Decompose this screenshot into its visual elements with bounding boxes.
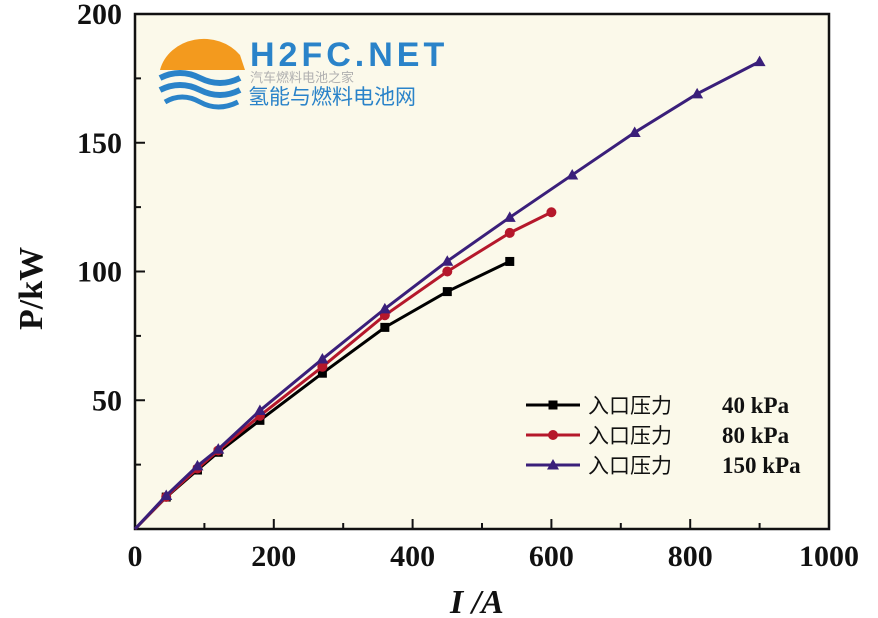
data-point bbox=[548, 400, 558, 410]
legend: 入口压力 40 kPa 入口压力 80 kPa 入口压力 150 kPa bbox=[526, 393, 801, 478]
y-tick-label: 100 bbox=[77, 256, 122, 289]
x-tick-label: 800 bbox=[668, 540, 713, 573]
data-point bbox=[547, 459, 559, 470]
data-point bbox=[441, 255, 454, 266]
watermark-subtitle: 汽车燃料电池之家 bbox=[250, 70, 354, 86]
data-point bbox=[546, 207, 557, 218]
data-point bbox=[504, 227, 515, 238]
data-point bbox=[317, 368, 327, 378]
y-axis-label: P/kW bbox=[13, 247, 50, 330]
data-point bbox=[566, 168, 579, 180]
legend-label-value: 150 kPa bbox=[722, 453, 801, 478]
data-point bbox=[317, 361, 328, 372]
y-tick-label: 200 bbox=[77, 0, 122, 31]
x-axis-label: I /A bbox=[449, 584, 504, 618]
data-point bbox=[548, 430, 558, 440]
watermark-logo: H2FC.NET 汽车燃料电池之家 氢能与燃料电池网 bbox=[158, 36, 448, 110]
data-point bbox=[503, 211, 516, 222]
series-2 bbox=[133, 55, 766, 531]
legend-entry: 入口压力 80 kPa bbox=[526, 423, 790, 448]
data-point bbox=[378, 302, 391, 314]
y-tick-label: 150 bbox=[77, 127, 122, 160]
watermark-name: 氢能与燃料电池网 bbox=[248, 85, 416, 109]
x-tick-label: 1000 bbox=[799, 540, 859, 573]
data-point bbox=[380, 322, 390, 332]
data-point bbox=[442, 287, 452, 297]
x-tick-label: 0 bbox=[128, 540, 143, 573]
data-point bbox=[442, 266, 453, 277]
legend-label-cn: 入口压力 bbox=[588, 394, 672, 418]
legend-label-cn: 入口压力 bbox=[588, 424, 672, 448]
data-point bbox=[316, 353, 329, 364]
x-tick-label: 200 bbox=[251, 540, 296, 573]
x-tick-label: 400 bbox=[390, 540, 435, 573]
data-point bbox=[212, 443, 225, 454]
data-point bbox=[691, 87, 704, 99]
data-point bbox=[753, 55, 766, 67]
watermark-brand: H2FC.NET bbox=[250, 36, 448, 74]
legend-entry: 入口压力 150 kPa bbox=[526, 453, 801, 478]
legend-label-value: 40 kPa bbox=[722, 393, 790, 418]
legend-label-cn: 入口压力 bbox=[588, 454, 672, 478]
data-point bbox=[628, 126, 641, 137]
data-point bbox=[191, 459, 204, 471]
legend-label-value: 80 kPa bbox=[722, 423, 790, 448]
x-tick-label: 600 bbox=[529, 540, 574, 573]
data-point bbox=[253, 404, 266, 416]
legend-entry: 入口压力 40 kPa bbox=[526, 393, 790, 418]
data-point bbox=[160, 489, 173, 501]
plot-area bbox=[133, 12, 831, 531]
y-tick-label: 50 bbox=[92, 384, 122, 417]
data-point bbox=[505, 256, 515, 266]
